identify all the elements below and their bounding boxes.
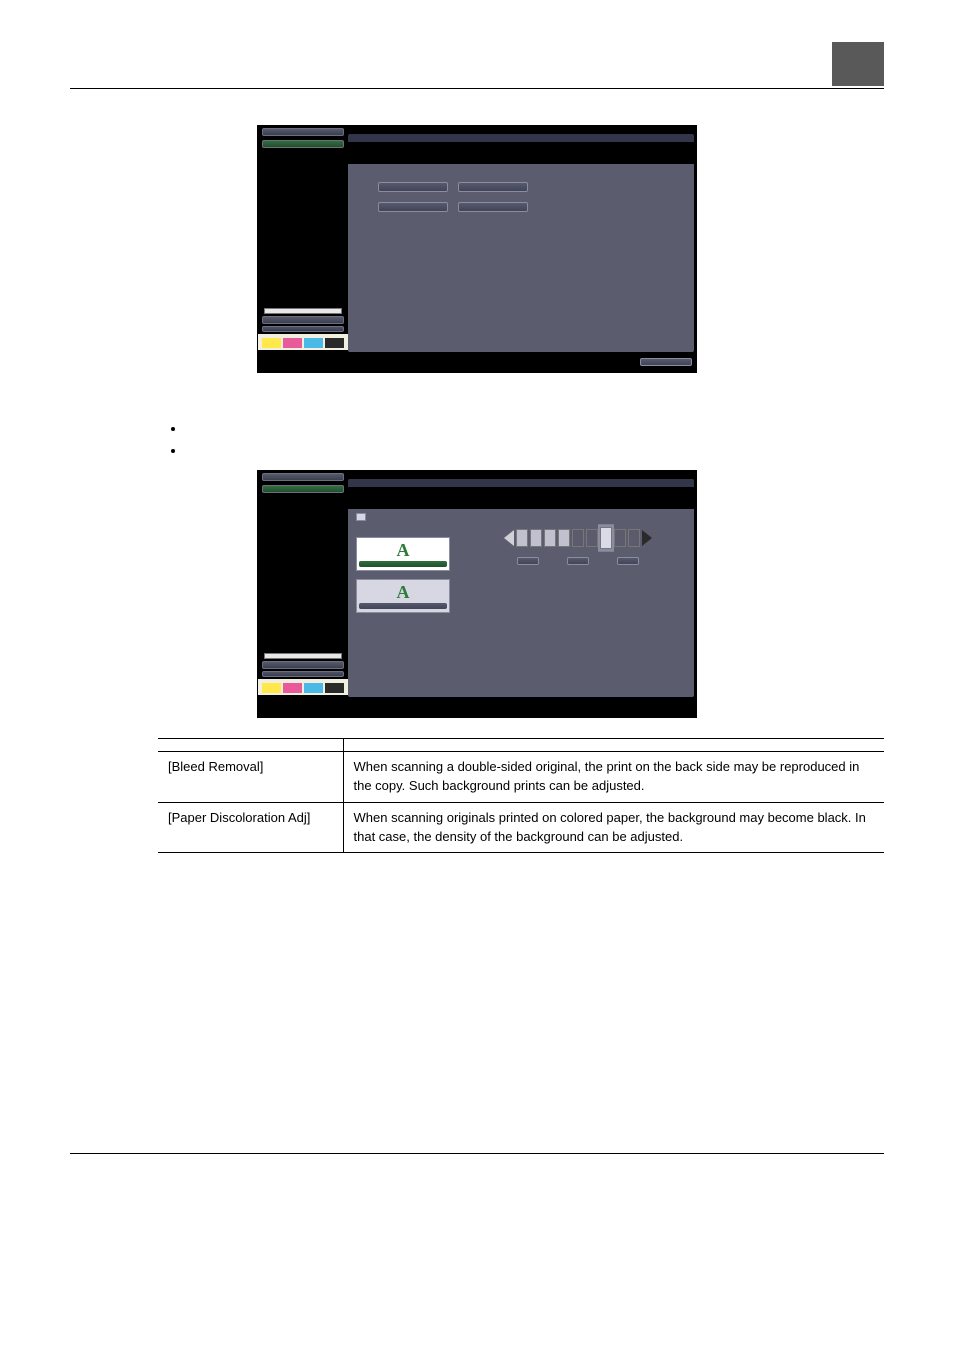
density-bar[interactable] <box>468 529 688 547</box>
dark-button[interactable] <box>617 557 639 565</box>
m-icon <box>283 338 302 348</box>
cmyk-indicator <box>258 334 348 350</box>
c-icon <box>304 683 323 693</box>
check-job-button[interactable] <box>262 140 344 148</box>
check-job-settings-tab[interactable] <box>262 326 344 332</box>
panel1-breadcrumb <box>348 134 694 142</box>
light-button[interactable] <box>517 557 539 565</box>
bullet-1 <box>186 419 884 439</box>
density-cell[interactable] <box>530 529 542 547</box>
size-2x2-landscape[interactable] <box>458 202 528 212</box>
density-left-arrow[interactable] <box>504 530 514 546</box>
panel2-breadcrumb <box>348 479 694 487</box>
density-cell[interactable] <box>614 529 626 547</box>
col-desc <box>343 739 884 752</box>
standard-button[interactable] <box>567 557 589 565</box>
col-item <box>158 739 343 752</box>
bullet-2 <box>186 441 884 461</box>
auto-button[interactable] <box>558 573 598 579</box>
paper-discoloration-mode[interactable]: A <box>356 579 450 613</box>
density-cell[interactable] <box>558 529 570 547</box>
density-cell[interactable] <box>544 529 556 547</box>
device-panel-photo-size <box>257 125 697 373</box>
desc-cell: When scanning a double-sided original, t… <box>343 752 884 803</box>
density-right-arrow[interactable] <box>642 530 652 546</box>
page-footer <box>70 1153 884 1158</box>
bg-removal-group-label <box>356 513 366 521</box>
check-job-button[interactable] <box>262 485 344 493</box>
running-header <box>70 42 884 89</box>
k-icon <box>325 683 344 693</box>
table-row: [Bleed Removal]When scanning a double-si… <box>158 752 884 803</box>
broadcast-label <box>258 164 348 176</box>
size-3x5-landscape[interactable] <box>458 182 528 192</box>
device-panel-bg-removal: A A <box>257 470 697 718</box>
item-cell: [Bleed Removal] <box>158 752 343 803</box>
level-title <box>468 511 688 529</box>
pager <box>264 653 342 659</box>
density-cell[interactable] <box>516 529 528 547</box>
density-cell[interactable] <box>586 529 598 547</box>
density-cell[interactable] <box>572 529 584 547</box>
pager <box>264 308 342 314</box>
size-3x5-portrait[interactable] <box>378 182 448 192</box>
description-table: [Bleed Removal]When scanning a double-si… <box>158 738 884 853</box>
size-2x2-portrait[interactable] <box>378 202 448 212</box>
c-icon <box>304 338 323 348</box>
table-row: [Paper Discoloration Adj]When scanning o… <box>158 802 884 853</box>
bg-removal-bullets <box>158 419 884 460</box>
density-cell[interactable] <box>628 529 640 547</box>
k-icon <box>325 338 344 348</box>
job-list-button[interactable] <box>262 128 344 136</box>
y-icon <box>262 338 281 348</box>
desc-cell: When scanning originals printed on color… <box>343 802 884 853</box>
job-list-button[interactable] <box>262 473 344 481</box>
broadcast-label <box>258 509 348 521</box>
item-cell: [Paper Discoloration Adj] <box>158 802 343 853</box>
check-job-settings-tab[interactable] <box>262 671 344 677</box>
density-cell[interactable] <box>600 527 612 550</box>
ok-button[interactable] <box>640 358 692 366</box>
delete-button[interactable] <box>262 316 344 324</box>
bleed-removal-mode[interactable]: A <box>356 537 450 571</box>
m-icon <box>283 683 302 693</box>
delete-button[interactable] <box>262 661 344 669</box>
y-icon <box>262 683 281 693</box>
cmyk-indicator <box>258 679 348 695</box>
chapter-number <box>832 42 884 86</box>
